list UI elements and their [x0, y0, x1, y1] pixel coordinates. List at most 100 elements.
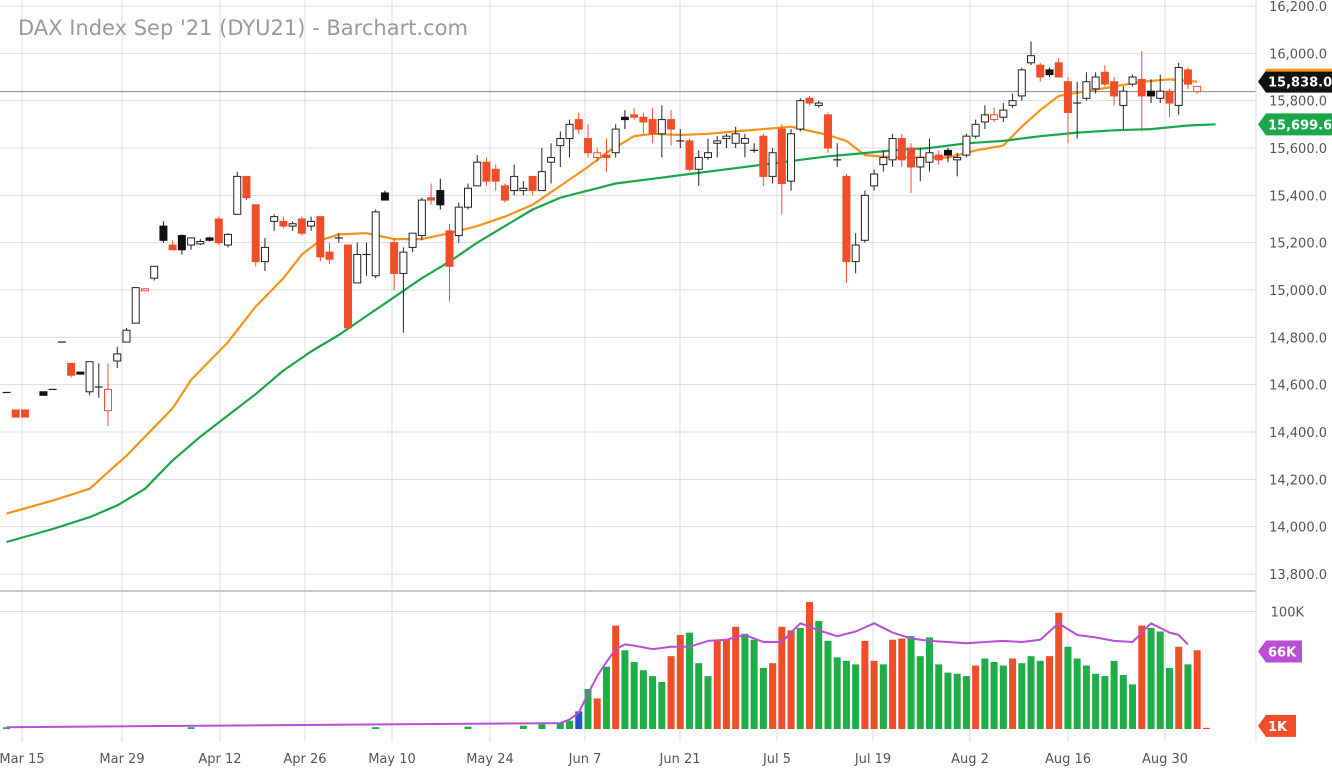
candle [279, 216, 288, 229]
candle-body [1174, 67, 1183, 106]
candle [620, 110, 629, 130]
date-tick-label: Aug 30 [1142, 752, 1188, 767]
volume-bar [1009, 658, 1017, 729]
candle [307, 216, 316, 231]
date-tick-label: Jun 7 [568, 752, 602, 767]
candle-body [943, 149, 952, 156]
volume-bar [870, 660, 878, 729]
candle [547, 143, 556, 184]
candle-body [196, 240, 205, 245]
last-price-badge: 15,838.0 [1258, 70, 1332, 93]
volume-bar [806, 602, 814, 729]
candle [990, 107, 999, 122]
candle [1008, 93, 1017, 108]
volume-bar [879, 664, 887, 729]
candle [1137, 50, 1146, 132]
volume-bar [787, 630, 795, 729]
volume-bar [732, 626, 740, 729]
candle-body [907, 147, 916, 168]
candle [454, 202, 463, 243]
candle-body [482, 161, 491, 182]
volume-bar [704, 676, 712, 729]
candle [1082, 72, 1091, 101]
volume-bar [1202, 727, 1210, 729]
candle-body [67, 362, 76, 376]
candle [879, 150, 888, 172]
candle [934, 150, 943, 165]
candle-body [279, 220, 288, 227]
candle-body [76, 371, 85, 375]
volume-bars [3, 602, 1210, 729]
candle [353, 242, 362, 284]
volume-bar [639, 670, 647, 729]
value-badges: 15,838.0 15,699.6 66K 1K [1258, 68, 1332, 737]
candle [510, 164, 519, 196]
candle [288, 221, 297, 231]
candle [667, 110, 676, 146]
candle [362, 242, 371, 276]
volume-bar [972, 665, 980, 729]
candle [150, 265, 159, 281]
candle [777, 124, 786, 215]
candle-body [583, 138, 592, 154]
volume-bar [584, 689, 592, 729]
candle [1063, 77, 1072, 144]
volume-bar [944, 672, 952, 729]
candle-body [177, 235, 186, 251]
volume-bar [1184, 664, 1192, 729]
candle-body [879, 156, 888, 166]
candle-body [565, 123, 574, 140]
candle-body [611, 128, 620, 154]
candle [20, 409, 29, 418]
volume-bar [1082, 665, 1090, 729]
volume-ma-badge-text: 66K [1268, 645, 1297, 660]
candle-body [1008, 100, 1017, 106]
candle [1091, 72, 1100, 94]
candle [768, 148, 777, 184]
candle-body [11, 409, 20, 418]
volume-bar [1138, 625, 1146, 729]
candle [583, 124, 592, 158]
volume-bar [575, 711, 583, 729]
last-volume-badge-text: 1K [1268, 720, 1288, 735]
candle-body [104, 388, 113, 412]
candle [980, 105, 989, 130]
candle [556, 131, 565, 167]
volume-bar [630, 662, 638, 729]
candle [491, 164, 500, 191]
volume-ma-badge-shape [1258, 640, 1302, 663]
moving-average-badge-shape [1258, 113, 1332, 136]
volume-bar [676, 635, 684, 729]
candle [408, 232, 417, 253]
candle [1165, 88, 1174, 118]
candle [417, 197, 426, 241]
volume-bar [612, 625, 620, 729]
candle [39, 391, 48, 396]
date-tick-label: Aug 16 [1045, 752, 1091, 767]
candle-body [140, 288, 149, 292]
candle [233, 171, 242, 215]
volume-bar [1018, 663, 1026, 729]
candle-body [980, 114, 989, 123]
candle-body [1128, 76, 1137, 85]
candle-body [491, 168, 500, 182]
moving-average-badge-text: 15,699.6 [1268, 118, 1332, 133]
candle-body [999, 109, 1008, 118]
moving-average-badge: 15,699.6 [1258, 113, 1332, 136]
volume-bar [538, 724, 546, 729]
candle [482, 157, 491, 186]
candle-body [168, 244, 177, 251]
candle-body [251, 204, 260, 263]
volume-bar [602, 666, 610, 729]
price-tick-label: 14,000.0 [1269, 521, 1327, 536]
price-tick-label: 15,600.0 [1269, 142, 1327, 157]
candle-body [454, 206, 463, 237]
candle [168, 240, 177, 251]
candle-body [307, 220, 316, 227]
candle-body [648, 119, 657, 135]
candle-body [1082, 81, 1091, 99]
candle [205, 236, 214, 242]
candle [390, 237, 399, 290]
candle [11, 409, 20, 418]
